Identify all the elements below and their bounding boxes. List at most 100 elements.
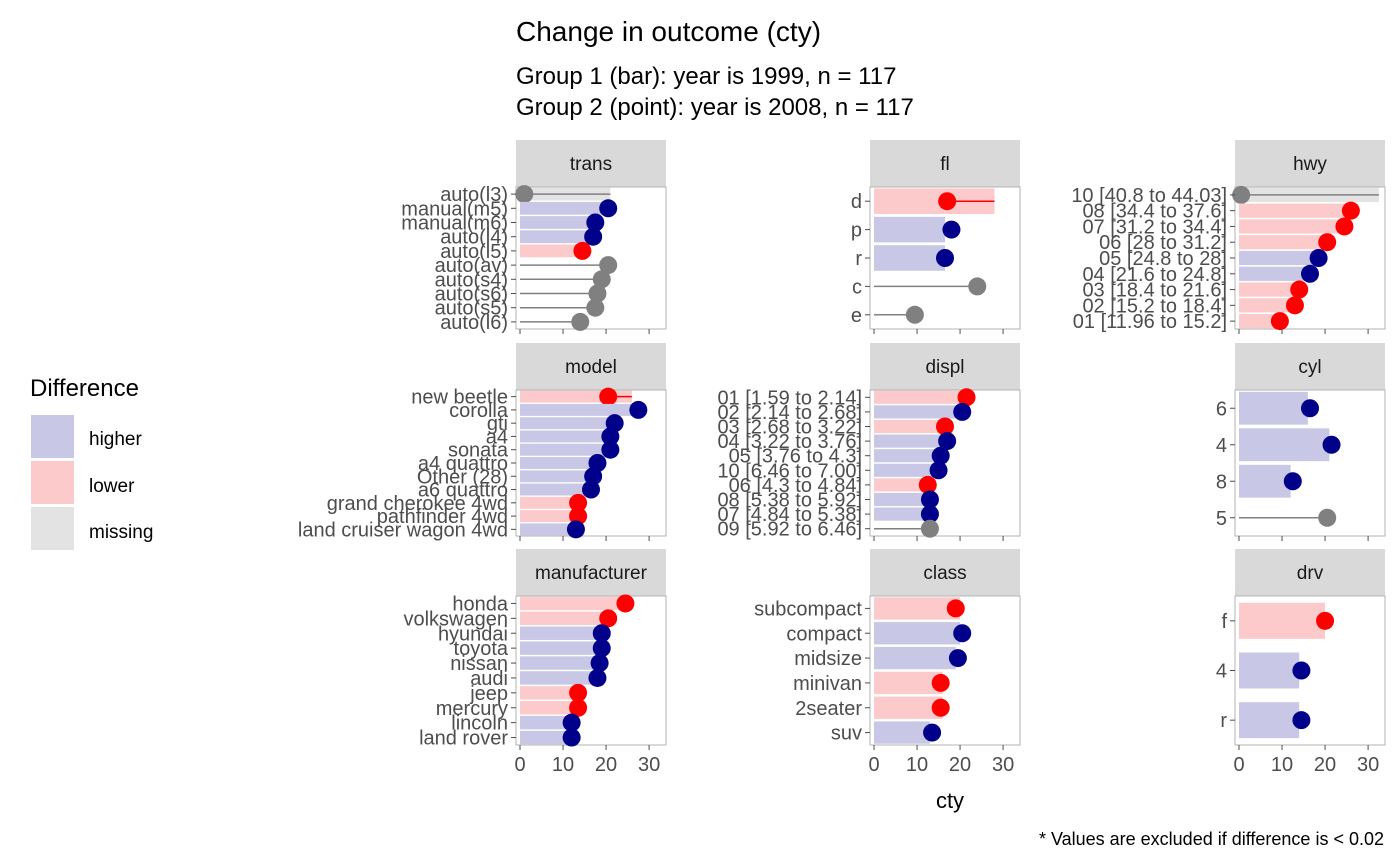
bar-model-6 (520, 470, 589, 483)
row-manufacturer-2: hyundai (438, 623, 611, 645)
point-cyl-1 (1322, 435, 1341, 454)
y-tick-label-trans-9: auto(l6) (440, 312, 508, 334)
bar-hwy-3 (1239, 235, 1330, 250)
bar-displ-0 (874, 390, 971, 404)
point-trans-9 (571, 312, 590, 331)
y-tick-label-trans-7: auto(s6) (435, 284, 508, 306)
legend-key-missing (31, 507, 74, 550)
y-tick-label-cyl-3: 5 (1216, 508, 1227, 530)
y-tick-label-model-2: gti (487, 413, 508, 435)
row-trans-1: manual(m5) (401, 198, 618, 220)
row-class-4: 2seater (795, 696, 950, 720)
row-manufacturer-5: audi (470, 668, 607, 690)
point-manufacturer-5 (588, 668, 607, 687)
strip-fl (870, 140, 1020, 187)
point-manufacturer-4 (590, 654, 609, 673)
point-displ-2 (936, 417, 954, 436)
point-trans-4 (573, 241, 592, 260)
row-class-5: suv (831, 721, 942, 745)
bar-model-3 (520, 430, 607, 443)
bar-manufacturer-4 (520, 656, 598, 670)
bar-manufacturer-2 (520, 626, 600, 640)
y-tick-label-model-3: a4 (486, 426, 508, 448)
point-fl-2 (936, 249, 954, 267)
point-displ-7 (920, 490, 939, 509)
panel-frame-class (869, 595, 1021, 746)
point-fl-3 (968, 277, 987, 296)
x-tick-label-class-2: 20 (949, 754, 971, 776)
panel-drv: drv f 4 r0 10 20 30 (1216, 549, 1386, 776)
bar-class-0 (874, 597, 961, 620)
bar-displ-6 (874, 478, 930, 492)
row-trans-0: auto(l3) (440, 184, 611, 206)
bar-hwy-4 (1239, 250, 1317, 266)
point-hwy-4 (1309, 249, 1328, 267)
x-axis-cyl (1238, 536, 1369, 541)
row-hwy-6: 03 [18.4 to 21.6] (1082, 280, 1309, 302)
x-axis-hwy (1238, 329, 1369, 334)
panel-cyl: cyl 6 4 8 5 (1216, 343, 1386, 541)
y-tick-label-cyl-1: 4 (1216, 435, 1227, 457)
y-tick-label-fl-0: d (851, 191, 862, 213)
y-tick-label-class-0: subcompact (754, 598, 862, 620)
bar-model-10 (520, 523, 572, 536)
y-tick-label-hwy-5: 04 [21.6 to 24.8] (1082, 264, 1227, 286)
y-tick-label-cyl-0: 6 (1216, 398, 1227, 420)
strip-label-class: class (923, 563, 966, 584)
point-displ-4 (931, 446, 950, 465)
panel-class: class subcompact compact midsize minivan 2sea… (754, 549, 1021, 776)
point-hwy-6 (1290, 280, 1309, 299)
row-fl-1: p (851, 216, 961, 243)
row-displ-1: 02 [2.14 to 2.68] (717, 402, 972, 424)
y-tick-label-trans-0: auto(l3) (440, 184, 508, 206)
facet-panels: trans auto(l3)manual(m5)manual(m6)auto(l4… (298, 140, 1386, 776)
strip-drv (1235, 549, 1385, 596)
row-class-1: compact (786, 622, 972, 645)
point-model-7 (582, 480, 600, 499)
bar-displ-3 (874, 434, 945, 448)
row-model-1: corolla (449, 400, 648, 422)
x-axis-class: 0 10 20 30 (868, 745, 1014, 776)
bar-manufacturer-3 (520, 641, 600, 655)
bar-fl-1 (874, 216, 945, 243)
y-tick-label-model-6: Other (28) (417, 466, 508, 488)
bar-displ-2 (874, 419, 948, 434)
bar-hwy-7 (1239, 298, 1295, 313)
strip-label-displ: displ (925, 357, 964, 378)
y-tick-label-drv-2: r (1220, 710, 1227, 732)
strip-model (516, 343, 666, 390)
bar-trans-4 (520, 244, 585, 258)
point-trans-8 (586, 298, 605, 317)
legend-label-missing: missing (89, 522, 153, 543)
bar-hwy-2 (1239, 219, 1347, 234)
row-model-8: grand cherokee 4wd (327, 493, 588, 515)
x-axis-model (519, 536, 650, 541)
bar-drv-2 (1239, 702, 1300, 739)
row-displ-4: 05 [3.76 to 4.3] (729, 446, 950, 468)
point-displ-9 (920, 519, 939, 538)
point-trans-7 (588, 284, 607, 303)
bar-model-5 (520, 457, 594, 469)
bar-trans-1 (520, 201, 604, 215)
point-hwy-2 (1335, 217, 1354, 236)
y-tick-label-fl-4: e (851, 305, 862, 327)
legend-key-lower (31, 461, 74, 504)
row-hwy-2: 07 [31.2 to 34.4] (1082, 216, 1354, 238)
row-cyl-2: 8 (1216, 464, 1302, 498)
legend: Difference higher lower missing (30, 375, 153, 550)
bar-drv-0 (1239, 602, 1326, 639)
y-tick-label-hwy-7: 02 [15.2 to 18.4] (1082, 295, 1227, 317)
strip-label-cyl: cyl (1298, 357, 1321, 378)
point-model-0 (599, 387, 618, 406)
bar-model-2 (520, 417, 611, 430)
x-tick-label-class-1: 10 (906, 754, 928, 776)
y-tick-label-trans-2: manual(m6) (401, 213, 508, 235)
row-manufacturer-1: volkswagen (403, 608, 618, 630)
bar-model-1 (520, 403, 635, 416)
x-axis-title: cty (936, 788, 964, 813)
y-tick-label-model-4: sonata (448, 440, 509, 462)
bar-model-9 (520, 510, 581, 523)
